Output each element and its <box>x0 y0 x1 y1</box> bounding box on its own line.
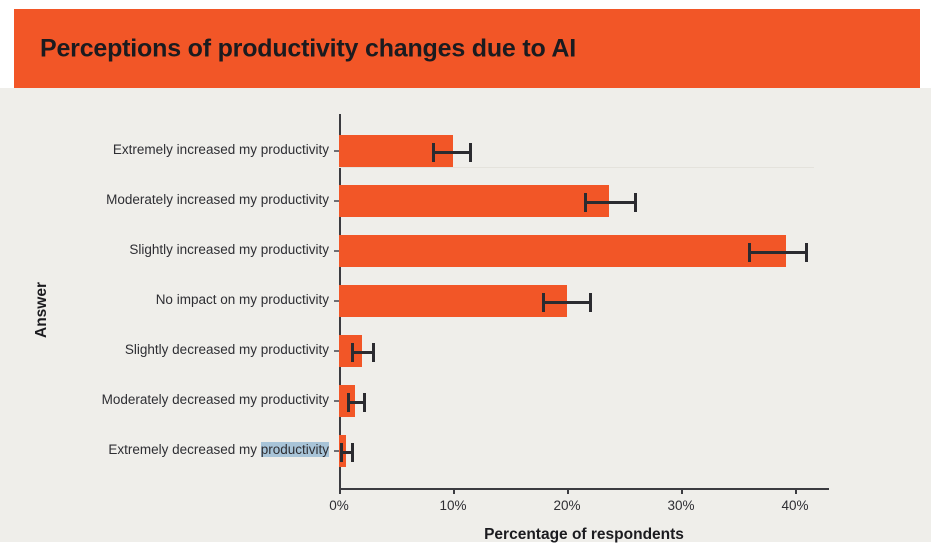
error-bar-cap-high <box>362 393 366 412</box>
error-bar-cap-low <box>346 393 350 412</box>
error-bar-line <box>585 201 636 204</box>
bar <box>339 235 786 267</box>
x-axis-tick <box>567 488 569 494</box>
y-axis-tick-label: Slightly increased my productivity <box>129 242 329 257</box>
bar <box>339 185 610 217</box>
y-axis-tick <box>334 300 339 302</box>
y-axis-title: Answer <box>33 282 50 338</box>
error-bar-cap-low <box>432 143 436 162</box>
x-axis-tick-label: 20% <box>553 498 581 513</box>
y-axis-tick-label: Extremely increased my productivity <box>112 142 329 157</box>
y-axis-tick-label: Moderately increased my productivity <box>106 192 329 207</box>
error-bar-cap-high <box>351 443 355 462</box>
chart-canvas: Answer Extremely increased my productivi… <box>0 88 931 543</box>
bar-row: Moderately increased my productivity <box>106 176 829 226</box>
error-bar-line <box>749 251 807 254</box>
bar-row: Slightly decreased my productivity <box>125 326 829 376</box>
y-axis-tick <box>334 450 339 452</box>
error-bar-cap-low <box>583 193 587 212</box>
y-axis-tick-label: Moderately decreased my productivity <box>101 392 329 407</box>
error-bar-cap-high <box>804 243 808 262</box>
page-title: Perceptions of productivity changes due … <box>40 34 576 62</box>
y-axis-tick <box>334 250 339 252</box>
error-bar-line <box>348 401 365 404</box>
error-bar-cap-low <box>339 443 343 462</box>
bar-row: No impact on my productivity <box>156 276 829 326</box>
x-axis-tick <box>453 488 455 494</box>
x-axis-tick-label: 10% <box>439 498 467 513</box>
error-bar-cap-low <box>351 343 355 362</box>
plot-area: Extremely increased my productivity Moder… <box>102 114 829 543</box>
bar-row: Extremely increased my productivity <box>113 126 829 176</box>
x-axis-tick <box>795 488 797 494</box>
x-axis-title: Percentage of respondents <box>484 526 684 543</box>
error-bar-line <box>433 151 471 154</box>
x-axis-tick-label: 40% <box>781 498 809 513</box>
error-bar-cap-high <box>468 143 472 162</box>
bar-row: Extremely decreased my productivity <box>108 426 829 476</box>
error-bar-cap-high <box>589 293 593 312</box>
bar-row: Moderately decreased my productivity <box>102 376 829 426</box>
bar <box>339 285 567 317</box>
y-axis-tick-label: No impact on my productivity <box>155 292 329 307</box>
y-axis-tick-label: Extremely decreased my productivity <box>108 442 329 457</box>
y-axis-tick-label: Slightly decreased my productivity <box>124 342 329 357</box>
x-axis-tick-label: 30% <box>667 498 695 513</box>
selected-text-highlight: productivity <box>260 442 329 457</box>
error-bar-cap-high <box>633 193 637 212</box>
error-bar-cap-low <box>541 293 545 312</box>
x-axis-line <box>339 488 829 490</box>
error-bar-cap-low <box>747 243 751 262</box>
x-axis-tick <box>681 488 683 494</box>
bar-row: Slightly increased my productivity <box>129 226 829 276</box>
y-axis-tick <box>334 200 339 202</box>
y-axis-tick <box>334 400 339 402</box>
error-bar-cap-high <box>371 343 375 362</box>
y-axis-tick <box>334 350 339 352</box>
x-axis-tick <box>339 488 341 494</box>
y-axis-tick <box>334 150 339 152</box>
title-band: Perceptions of productivity changes due … <box>14 9 920 88</box>
error-bar-line <box>543 301 591 304</box>
error-bar-line <box>352 351 374 354</box>
x-axis-tick-label: 0% <box>329 498 349 513</box>
bar <box>339 335 362 367</box>
error-bar-line <box>341 451 353 454</box>
gridline <box>339 167 814 168</box>
